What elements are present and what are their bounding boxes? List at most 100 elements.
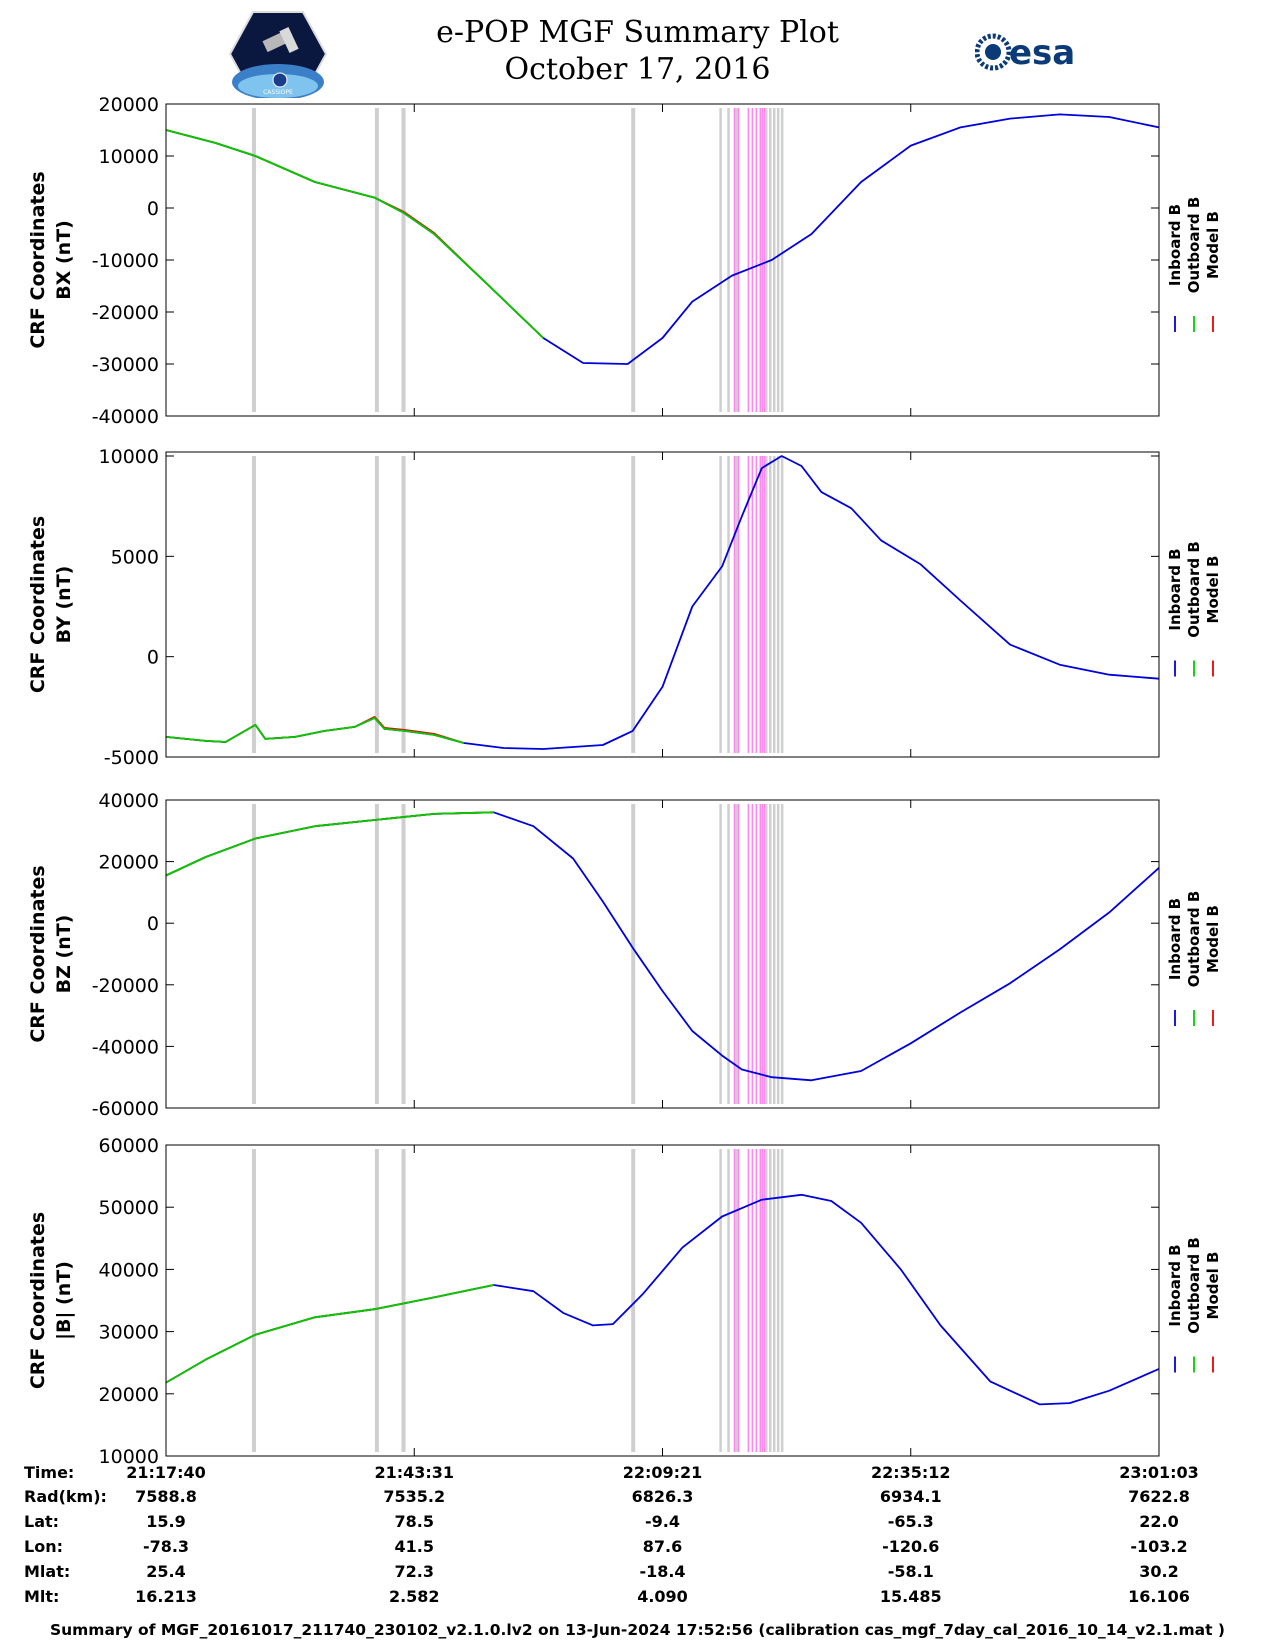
y-axis-label-line1: CRF Coordinates: [27, 516, 49, 693]
ephem-value: 78.5: [394, 1512, 434, 1531]
legend: Inboard B Outboard B Model B: [1166, 1237, 1222, 1373]
y-axis-label-line2: |B| (nT): [53, 1261, 75, 1340]
legend-label: Inboard B: [1166, 1244, 1184, 1326]
legend-label: Outboard B: [1185, 541, 1203, 638]
ephem-value: -65.3: [887, 1512, 934, 1531]
y-tick-label: 20000: [99, 1384, 159, 1406]
ephem-value: 6934.1: [879, 1487, 942, 1506]
ephem-value: 7622.8: [1128, 1487, 1190, 1506]
y-tick-label: -20000: [92, 975, 159, 997]
legend-label: Outboard B: [1185, 891, 1203, 988]
series-inboard-b: [165, 455, 1160, 750]
series-model-b: [165, 716, 465, 744]
esa-logo-text: esa: [1009, 33, 1075, 73]
ephem-value: 30.2: [1139, 1562, 1179, 1581]
y-axis-label-line2: BY (nT): [53, 566, 75, 644]
ephem-value: 87.6: [642, 1537, 683, 1556]
ephem-label-rad: Rad(km):: [24, 1487, 107, 1506]
y-tick-label: -60000: [92, 1098, 159, 1120]
legend-label: Inboard B: [1166, 548, 1184, 630]
ephem-label-mlt: Mlt:: [24, 1587, 60, 1606]
y-tick-label: 10000: [99, 146, 159, 168]
panel-2: 10000 5000 0 -5000 CRF Coordinates BY (nT) Inb…: [27, 446, 1222, 769]
plot-frame: [165, 1144, 1160, 1457]
panel-4: 60000 50000 40000 30000 20000 10000 CRF Coordi…: [27, 1135, 1222, 1468]
y-tick-label: 40000: [99, 1259, 159, 1281]
legend: Inboard B Outboard B Model B: [1166, 891, 1222, 1026]
y-tick-label: -5000: [104, 747, 159, 769]
ephem-value: 72.3: [394, 1562, 434, 1581]
legend-label: Model B: [1204, 211, 1222, 279]
ephem-value: 22:09:21: [622, 1463, 703, 1482]
ephem-label-lat: Lat:: [24, 1512, 60, 1531]
ephem-value: -103.2: [1130, 1537, 1188, 1556]
legend-label: Outboard B: [1185, 197, 1203, 294]
ephem-value: 23:01:03: [1119, 1463, 1199, 1482]
plot-frame: [165, 451, 1160, 758]
y-tick-label: -30000: [92, 354, 159, 376]
ephem-value: 41.5: [394, 1537, 434, 1556]
series-inboard-b: [165, 1193, 1160, 1406]
ephem-value: 25.4: [146, 1562, 186, 1581]
y-tick-label: 10000: [99, 1446, 159, 1468]
ephem-value: -9.4: [645, 1512, 680, 1531]
legend-label: Outboard B: [1185, 1237, 1203, 1334]
ephem-value: 16.106: [1128, 1587, 1190, 1606]
y-axis-label-line2: BX (nT): [53, 220, 75, 300]
legend-label: Model B: [1204, 1252, 1222, 1320]
y-tick-label: 0: [147, 198, 159, 220]
y-tick-label: 10000: [99, 446, 159, 468]
series-outboard-b: [165, 1284, 494, 1384]
y-axis-label-line1: CRF Coordinates: [27, 865, 49, 1042]
ephem-value: -78.3: [142, 1537, 190, 1556]
legend-label: Model B: [1204, 905, 1222, 973]
plot-title: e-POP MGF Summary Plot: [436, 15, 839, 50]
y-tick-label: 50000: [99, 1197, 159, 1219]
panel-1: 20000 10000 0 -10000 -20000 -30000 -40000 CRF C…: [27, 94, 1222, 428]
series-inboard-b: [165, 811, 1160, 1082]
ephem-label-time: Time:: [24, 1463, 75, 1482]
plot-frame: [165, 799, 1160, 1109]
legend-label: Model B: [1204, 556, 1222, 624]
legend: Inboard B Outboard B Model B: [1166, 197, 1222, 332]
ephem-label-mlat: Mlat:: [24, 1562, 71, 1581]
y-tick-label: -40000: [92, 406, 159, 428]
series-model-b: [165, 129, 544, 339]
esa-logo: esa: [975, 33, 1075, 73]
ephem-value: 22:35:12: [870, 1463, 951, 1482]
y-tick-label: 60000: [99, 1135, 159, 1157]
ephem-value: 7535.2: [383, 1487, 446, 1506]
epop-logo: CASSIOPE: [228, 11, 328, 98]
series-model-b: [165, 1284, 494, 1384]
series-outboard-b: [165, 129, 544, 339]
ephem-value: 21:17:40: [126, 1463, 206, 1482]
series-inboard-b: [165, 113, 1160, 365]
series-outboard-b: [165, 811, 494, 877]
ephem-value: 22.0: [1139, 1512, 1179, 1531]
footer-summary: Summary of MGF_20161017_211740_230102_v2…: [49, 1621, 1226, 1639]
legend: Inboard B Outboard B Model B: [1166, 541, 1222, 677]
ephem-label-lon: Lon:: [24, 1537, 63, 1556]
ephem-value: 16.213: [135, 1587, 197, 1606]
y-tick-label: -40000: [92, 1036, 159, 1058]
y-tick-label: 0: [147, 913, 159, 935]
series-model-b: [165, 811, 494, 877]
y-tick-label: 5000: [111, 546, 159, 568]
y-axis-label-line2: BZ (nT): [53, 915, 75, 994]
y-tick-label: 20000: [99, 852, 159, 874]
y-tick-label: 0: [147, 647, 159, 669]
legend-label: Inboard B: [1166, 898, 1184, 980]
y-tick-label: 30000: [99, 1322, 159, 1344]
ephem-value: -18.4: [639, 1562, 686, 1581]
ephem-value: 15.9: [146, 1512, 186, 1531]
plot-date: October 17, 2016: [504, 52, 771, 87]
panel-3: 40000 20000 0 -20000 -40000 -60000 CRF Coordin…: [27, 790, 1222, 1120]
ephem-value: 6826.3: [631, 1487, 694, 1506]
ephem-value: 2.582: [388, 1587, 440, 1606]
y-tick-label: -20000: [92, 302, 159, 324]
ephem-value: -58.1: [887, 1562, 934, 1581]
y-axis-label-line1: CRF Coordinates: [27, 1212, 49, 1389]
ephem-value: 21:43:31: [374, 1463, 455, 1482]
legend-label: Inboard B: [1166, 204, 1184, 286]
